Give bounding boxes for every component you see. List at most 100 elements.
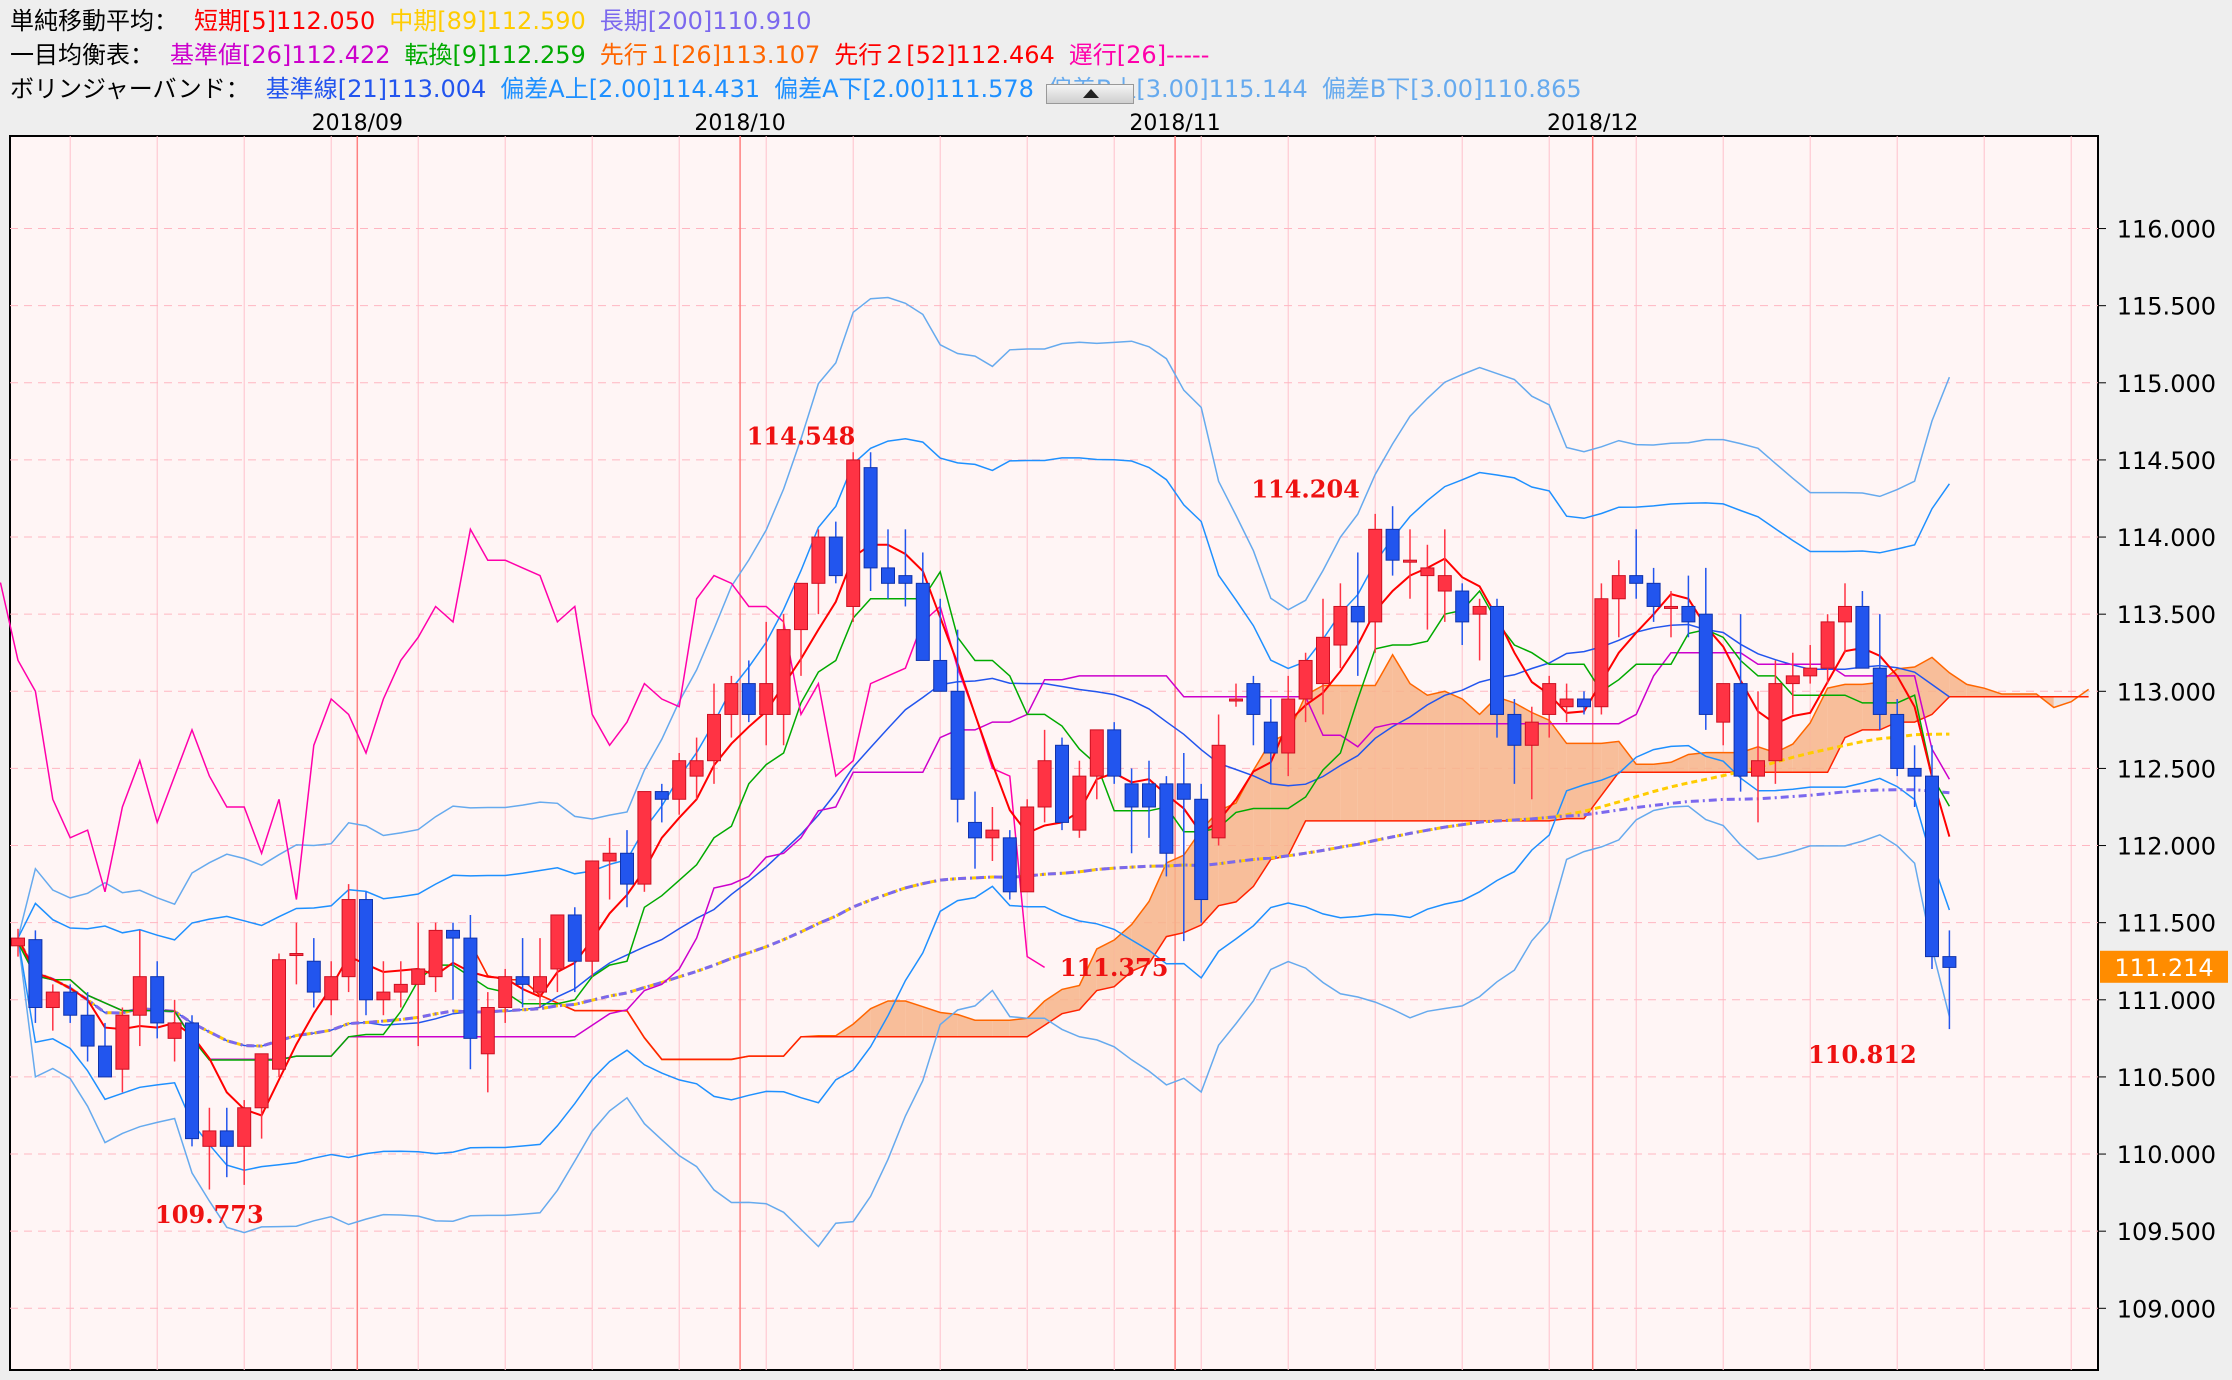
cloud-segment xyxy=(1636,764,1654,773)
candle xyxy=(1733,614,1748,792)
candle-body xyxy=(272,959,286,1070)
candle-body xyxy=(1368,528,1383,623)
candle xyxy=(1455,583,1470,646)
cloud-segment xyxy=(1601,741,1619,796)
candle xyxy=(1559,683,1574,723)
current-price-label: 111.214 xyxy=(2114,954,2213,982)
candle xyxy=(254,1053,269,1139)
candle xyxy=(1542,675,1557,738)
collapse-legend-button[interactable] xyxy=(1046,84,1134,104)
candle-body xyxy=(428,929,443,978)
cloud-segment xyxy=(1462,699,1480,821)
candle-body xyxy=(1751,760,1765,777)
candle xyxy=(306,938,321,1008)
candle-body xyxy=(620,852,634,885)
legend-bb-mid: 基準線[21]113.004 xyxy=(265,75,487,103)
candle-body xyxy=(1872,667,1887,715)
candle-body xyxy=(28,939,43,1009)
candle-body xyxy=(1002,837,1017,893)
candle xyxy=(707,683,721,784)
candlestick-chart[interactable]: 109.000 109.500 110.000 110.500 111.000 111.5… xyxy=(0,110,2232,1380)
candle xyxy=(1298,652,1313,723)
candle-body xyxy=(515,976,530,985)
candle-body xyxy=(585,860,600,962)
cloud-segment xyxy=(1340,685,1358,821)
candle xyxy=(341,884,356,993)
candle xyxy=(1055,737,1069,831)
candle xyxy=(1942,930,1957,1030)
candle xyxy=(185,1015,199,1147)
candle xyxy=(533,938,547,1008)
y-tick-label: 109.500 xyxy=(2117,1218,2216,1246)
candle xyxy=(80,992,95,1062)
current-price-tag xyxy=(2100,950,2228,983)
candle xyxy=(811,529,826,615)
candle xyxy=(915,552,930,661)
y-tick-label: 116.000 xyxy=(2117,216,2216,244)
bb-a-lower-line xyxy=(17,744,1951,1171)
candle xyxy=(776,614,791,746)
candle xyxy=(498,968,513,1023)
candle xyxy=(150,961,165,1039)
candle-body xyxy=(1716,683,1731,723)
candle-body xyxy=(237,1107,252,1147)
x-tick-label: 2018/11 xyxy=(1129,111,1220,136)
candle xyxy=(863,452,878,592)
cloud-segment xyxy=(1566,743,1584,819)
candle-body xyxy=(185,1022,199,1140)
candle xyxy=(480,992,495,1093)
candle-body xyxy=(1611,575,1626,600)
cloud-segment xyxy=(1653,762,1671,773)
candle-body xyxy=(359,899,373,1001)
candle xyxy=(724,675,739,738)
candle-body xyxy=(533,976,547,993)
cloud-segment xyxy=(1096,940,1115,991)
candle xyxy=(672,753,687,815)
candle-body xyxy=(933,659,948,692)
candle xyxy=(950,629,965,823)
candle xyxy=(1577,691,1591,715)
cloud-segment xyxy=(1444,691,1463,821)
candle xyxy=(411,922,426,1047)
cloud-segment xyxy=(1479,697,1497,821)
candle-body xyxy=(672,760,687,800)
candle-body xyxy=(393,983,408,993)
cloud-segment xyxy=(870,1000,888,1037)
candle xyxy=(1803,645,1818,684)
cloud-segment xyxy=(1236,770,1254,902)
candle-body xyxy=(1333,605,1348,646)
legend-ichimoku-senkou1: 先行１[26]113.107 xyxy=(599,41,821,69)
candle-body xyxy=(1577,698,1591,708)
candle xyxy=(1890,699,1905,777)
price-annotation: 114.548 xyxy=(747,422,856,451)
candle xyxy=(567,907,582,993)
candle xyxy=(1089,729,1104,800)
candle-body xyxy=(1316,636,1330,685)
cloud-segment xyxy=(1897,667,1915,723)
candle-body xyxy=(289,953,304,957)
y-tick-label: 114.000 xyxy=(2117,524,2216,552)
candle-body xyxy=(1664,605,1678,609)
legend-sma-long: 長期[200]110.910 xyxy=(599,7,812,35)
price-annotation: 109.773 xyxy=(155,1200,264,1229)
candle-body xyxy=(411,968,426,985)
candle xyxy=(1281,675,1296,777)
candle-body xyxy=(1281,698,1296,754)
cloud-segment xyxy=(1618,741,1637,773)
candle xyxy=(898,529,913,607)
cloud-segment xyxy=(853,1008,871,1037)
candle xyxy=(1611,560,1626,638)
candle-body xyxy=(1089,729,1104,777)
candle xyxy=(1368,513,1383,653)
cloud-segment xyxy=(1671,754,1689,773)
candle xyxy=(428,922,443,993)
candle xyxy=(272,953,286,1077)
candle xyxy=(1872,614,1887,730)
cloud-segment xyxy=(1149,862,1167,964)
candle-body xyxy=(602,852,617,862)
candle xyxy=(324,961,339,1016)
cloud-segment xyxy=(1584,743,1602,819)
bb-b-upper-line xyxy=(17,296,1951,939)
y-tick-label: 113.500 xyxy=(2117,601,2216,629)
price-annotation: 110.812 xyxy=(1808,1040,1917,1069)
